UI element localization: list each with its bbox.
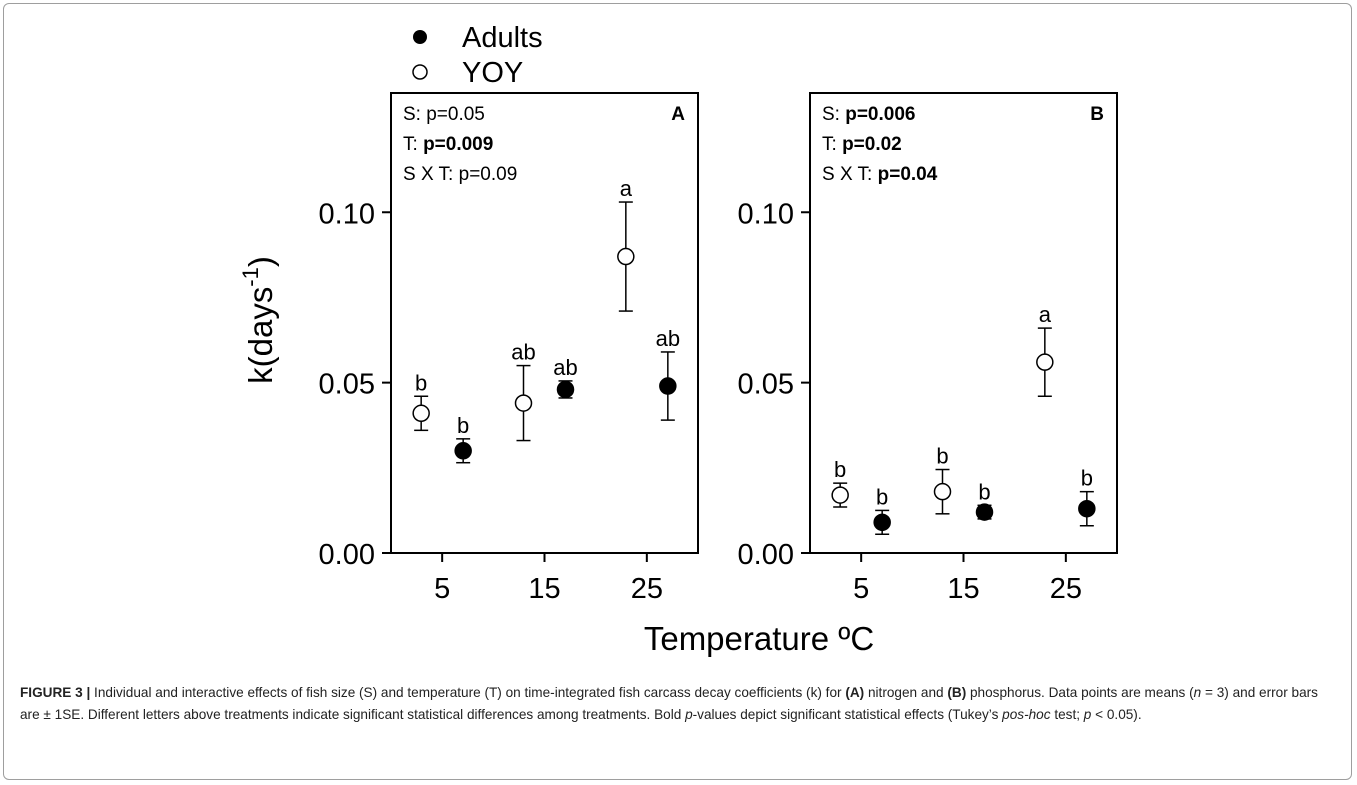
significance-letter: b xyxy=(457,413,469,438)
x-tick-label: 25 xyxy=(631,573,663,605)
caption-text: = 3) and error bars are ± 1SE. Different… xyxy=(20,685,1318,722)
data-point-yoy xyxy=(617,247,635,266)
caption-text: test; xyxy=(1050,707,1084,722)
y-tick-label: 0.00 xyxy=(319,539,375,571)
caption-italic: p xyxy=(1083,707,1092,722)
data-point-yoy xyxy=(933,482,952,501)
panel-b-border xyxy=(809,92,1118,554)
significance-letter: b xyxy=(936,444,948,469)
data-point-adults xyxy=(1078,499,1096,518)
legend-marker-yoy xyxy=(412,64,428,80)
figure-caption: FIGURE 3 | Individual and interactive ef… xyxy=(20,682,1338,726)
x-tick-label: 5 xyxy=(434,573,450,605)
significance-letter: ab xyxy=(553,355,577,380)
data-point-adults xyxy=(556,380,575,399)
caption-text: -values depict significant statistical e… xyxy=(692,707,1003,722)
data-point-yoy xyxy=(831,486,849,504)
x-axis-label: Temperature ºC xyxy=(644,620,874,657)
legend-marker-adults xyxy=(413,30,427,44)
y-tick-label: 0.10 xyxy=(738,198,794,230)
data-point-adults xyxy=(454,442,472,460)
y-tick-label: 0.05 xyxy=(319,369,375,401)
panel-b: B S: p=0.006 T: p=0.02 S X T: p=0.04 0.00 0.0… xyxy=(738,92,1118,605)
panel-b-stat: S X T: p=0.04 xyxy=(822,164,938,185)
figure-frame xyxy=(3,3,1352,780)
significance-letter: b xyxy=(876,484,888,509)
y-tick-label: 0.05 xyxy=(738,369,794,401)
caption-ref-a: (A) xyxy=(845,685,865,700)
caption-label: FIGURE 3 | xyxy=(20,685,91,700)
caption-text: < 0.05). xyxy=(1091,707,1142,722)
y-tick-label: 0.00 xyxy=(738,539,794,571)
significance-letter: b xyxy=(1081,466,1093,491)
significance-letter: a xyxy=(1039,302,1052,327)
caption-italic: p xyxy=(685,707,693,722)
x-tick-label: 5 xyxy=(853,573,869,605)
caption-italic: n xyxy=(1193,685,1202,700)
figure-chart: Adults YOY k(days-1) Temperature ºC A S: … xyxy=(238,22,1118,657)
data-point-yoy xyxy=(412,404,430,423)
significance-letter: b xyxy=(978,479,990,504)
data-point-yoy xyxy=(514,394,533,412)
x-tick-label: 15 xyxy=(528,573,560,605)
y-axis-label-sup: -1 xyxy=(238,267,263,287)
significance-letter: ab xyxy=(656,326,680,351)
data-point-adults xyxy=(873,513,891,532)
panel-a-stat: S X T: p=0.09 xyxy=(403,164,517,185)
data-point-adults xyxy=(975,503,994,521)
legend: Adults YOY xyxy=(412,22,543,89)
panel-a-stat: S: p=0.05 xyxy=(403,104,485,125)
x-tick-label: 25 xyxy=(1050,573,1082,605)
panel-a-stat: T: p=0.009 xyxy=(403,134,493,155)
caption-ref-b: (B) xyxy=(947,685,967,700)
legend-label-adults: Adults xyxy=(462,22,543,54)
y-tick-label: 0.10 xyxy=(319,198,375,230)
legend-label-yoy: YOY xyxy=(462,57,523,89)
y-axis-label: k(days-1) xyxy=(238,256,279,384)
caption-text: nitrogen and xyxy=(864,685,948,700)
significance-letter: ab xyxy=(511,340,535,365)
caption-italic: pos-hoc xyxy=(1002,707,1051,722)
caption-text: Individual and interactive effects of fi… xyxy=(90,685,846,700)
x-tick-label: 15 xyxy=(947,573,979,605)
panel-a-border xyxy=(390,92,699,554)
panel-b-stat: S: p=0.006 xyxy=(822,104,915,125)
data-point-yoy xyxy=(1036,353,1054,371)
panel-b-stat: T: p=0.02 xyxy=(822,134,902,155)
significance-letter: a xyxy=(620,176,633,201)
significance-letter: b xyxy=(834,457,846,482)
panel-a-label: A xyxy=(671,104,685,125)
panel-a: A S: p=0.05 T: p=0.009 S X T: p=0.09 0.00 0.0… xyxy=(319,92,699,605)
significance-letter: b xyxy=(415,370,427,395)
data-point-adults xyxy=(659,377,677,395)
caption-text: phosphorus. Data points are means ( xyxy=(966,685,1194,700)
panel-b-label: B xyxy=(1090,104,1104,125)
